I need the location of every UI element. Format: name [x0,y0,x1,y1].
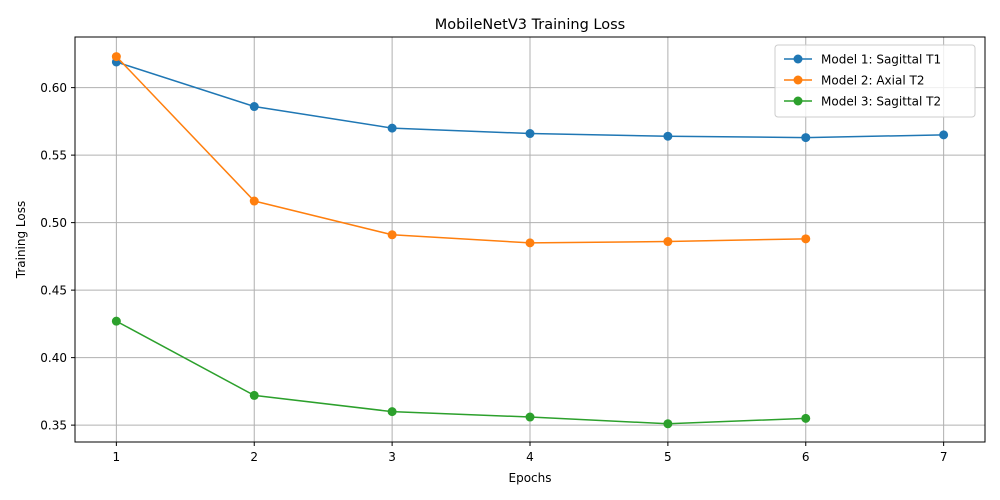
y-tick-label: 0.55 [40,149,67,163]
x-tick-label: 6 [802,450,810,464]
series-1 [111,57,949,143]
data-point [111,52,121,62]
legend-box [774,44,976,118]
data-point [111,316,121,326]
y-axis-label: Training Loss [14,201,28,279]
data-point [663,419,673,429]
legend-marker [793,96,803,106]
x-tick-label: 1 [113,450,121,464]
data-point [249,102,259,112]
data-point [939,130,949,140]
data-point [801,413,811,423]
x-tick-label: 5 [664,450,672,464]
series-layer [111,52,949,429]
y-tick-label: 0.40 [40,351,67,365]
legend: Model 1: Sagittal T1 Model 2: Axial T2 Mod… [774,44,976,118]
data-point [801,133,811,143]
x-tick-label: 7 [940,450,948,464]
y-tick-label: 0.50 [40,216,67,230]
series-line [115,56,806,244]
data-point [387,230,397,240]
x-tick-label: 2 [250,450,258,464]
axis-ticks: 1 2 3 4 5 6 7 0.35 0.40 0.45 0.50 0.55 0.60 [40,81,947,464]
data-point [387,123,397,133]
legend-label: Model 1: Sagittal T1 [821,53,941,67]
legend-label: Model 2: Axial T2 [821,74,924,88]
data-point [525,412,535,422]
series-2 [111,52,811,248]
legend-marker [793,54,803,64]
data-point [525,129,535,139]
x-tick-label: 4 [526,450,534,464]
data-point [663,237,673,247]
data-point [525,238,535,248]
y-tick-label: 0.45 [40,284,67,298]
y-tick-label: 0.60 [40,81,67,95]
x-tick-label: 3 [388,450,396,464]
data-point [249,196,259,206]
x-axis-label: Epochs [509,471,552,485]
data-point [801,234,811,244]
data-point [663,131,673,141]
series-line [116,320,806,425]
chart-title: MobileNetV3 Training Loss [435,17,625,33]
series-3 [111,316,811,429]
legend-label: Model 3: Sagittal T2 [821,95,941,109]
data-point [387,407,397,417]
legend-marker [793,75,803,85]
y-tick-label: 0.35 [40,419,67,433]
data-point [249,390,259,400]
